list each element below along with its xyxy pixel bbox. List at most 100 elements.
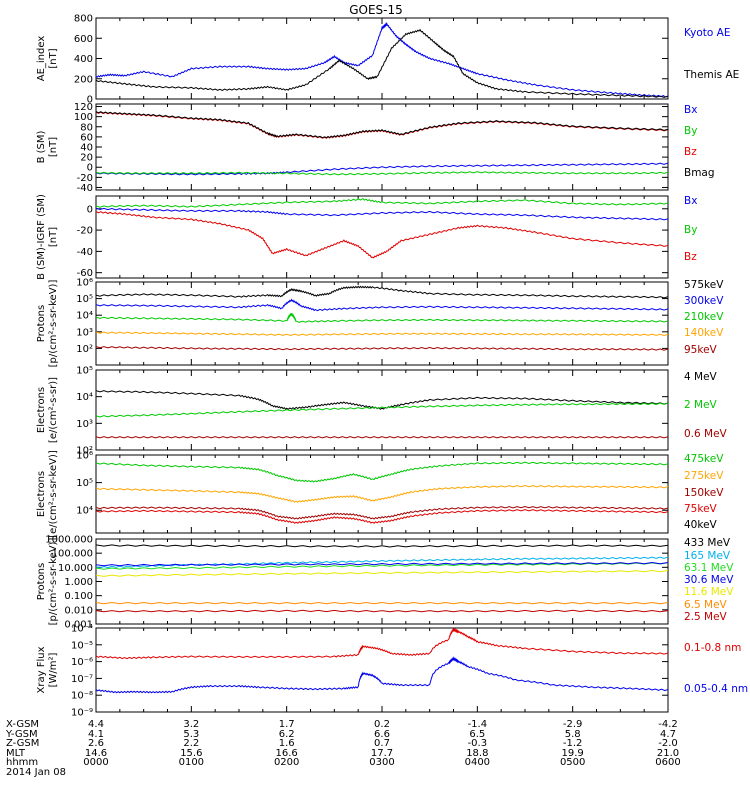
legend-electrons-mageds-1: 275keV	[684, 470, 724, 482]
ytick-label-electrons-epead: 10⁴	[76, 392, 93, 403]
legend-protons-eps-3: 30.6 MeV	[684, 574, 734, 586]
footer-cell: -4.2	[658, 719, 678, 730]
legend-ae-0: Kyoto AE	[684, 27, 730, 39]
panel-ae: 0 200 400 600 800 AE_index[nT] Kyoto AE Themis …	[36, 14, 739, 106]
ytick-label-xray: 10⁻⁸	[71, 691, 93, 702]
ytick-label-protons-eps: 0.010	[64, 605, 93, 616]
series-line-b-sm-2	[96, 111, 668, 139]
series-line-electrons-mageds-1	[96, 484, 668, 503]
footer-cell: 1.7	[279, 719, 295, 730]
series-line-electrons-epead-2	[96, 436, 668, 439]
series-line-protons-mageds-1	[96, 298, 668, 312]
legend-protons-eps-0: 433 MeV	[684, 537, 731, 549]
series-line-protons-mageds-3	[96, 331, 668, 337]
ytick-label-protons-eps: 1.000	[64, 577, 93, 588]
ytick-label-electrons-mageds: 10⁵	[76, 478, 93, 489]
series-line-protons-eps-0	[96, 544, 668, 548]
legend-protons-eps-6: 2.5 MeV	[684, 611, 728, 623]
footer-cell: 1.6	[279, 738, 295, 749]
footer-cell: 15.6	[180, 748, 202, 759]
footer-cell: 0300	[369, 757, 394, 768]
ytick-label-protons-eps: 0.100	[64, 591, 93, 602]
ylabel-protons-mageds: Protons[p/(cm²-s-sr-keV)]	[36, 280, 59, 368]
legend-ae-1: Themis AE	[683, 69, 739, 81]
ytick-label-xray: 10⁻⁹	[71, 708, 93, 719]
footer-cell: 2.2	[183, 738, 199, 749]
ytick-label-b-sm: 120	[74, 102, 93, 113]
series-line-protons-mageds-0	[96, 285, 668, 299]
footer-row-label: hhmm	[6, 757, 38, 768]
legend-electrons-epead-1: 2 MeV	[684, 399, 718, 411]
footer-cell: 4.7	[660, 729, 676, 740]
legend-protons-eps-5: 6.5 MeV	[684, 599, 728, 611]
series-line-b-igrf-2	[96, 210, 668, 259]
panel-xray: 10⁻⁹ 10⁻⁸ 10⁻⁷ 10⁻⁶ 10⁻⁵ 10⁻⁴ Xray Flux[W/m²] 0…	[36, 624, 748, 719]
ytick-label-electrons-mageds: 10⁴	[76, 506, 93, 517]
footer-cell: 0000	[83, 757, 108, 768]
footer-row-label: X-GSM	[6, 719, 39, 730]
footer-cell: -1.4	[468, 719, 488, 730]
series-line-protons-eps-1	[96, 556, 668, 569]
series-line-protons-eps-5	[96, 601, 668, 605]
footer-cell: 6.6	[374, 729, 390, 740]
series-line-b-sm-0	[96, 162, 668, 176]
footer-cell: 0200	[274, 757, 299, 768]
series-line-electrons-mageds-3	[96, 509, 668, 524]
series-line-xray-1	[96, 656, 668, 694]
ytick-label-b-igrf: -60	[77, 268, 93, 279]
panel-frame-b-igrf	[95, 195, 669, 279]
ylabel-electrons-mageds: Electrons[e/(cm²-s-sr-keV)]	[36, 450, 59, 538]
series-line-electrons-mageds-2	[96, 505, 668, 520]
series-line-b-igrf-0	[96, 207, 668, 221]
legend-b-igrf-0: Bx	[684, 195, 697, 207]
footer-date: 2014 Jan 08	[6, 767, 66, 778]
series-line-electrons-epead-1	[96, 402, 668, 418]
footer-cell: 0.2	[374, 719, 390, 730]
panel-frame-ae	[95, 17, 669, 100]
legend-protons-mageds-4: 95keV	[684, 344, 718, 356]
ytick-label-ae: 600	[74, 34, 93, 45]
ylabel-b-igrf: B (SM)-IGRF (SM)[nT]	[36, 194, 59, 280]
panel-b-igrf: -60 -40 -20 0 B (SM)-IGRF (SM)[nT] Bx By Bz	[36, 194, 697, 280]
ytick-label-electrons-mageds: 10⁶	[76, 451, 93, 462]
ytick-label-protons-eps: 0.001	[64, 620, 93, 631]
ytick-label-ae: 400	[74, 54, 93, 65]
series-line-electrons-mageds-0	[96, 461, 668, 483]
legend-protons-mageds-1: 300keV	[684, 295, 724, 307]
legend-protons-eps-2: 63.1 MeV	[684, 562, 734, 574]
footer-cell: 17.7	[371, 748, 393, 759]
series-line-protons-mageds-4	[96, 346, 668, 351]
series-line-electrons-epead-0	[96, 390, 668, 410]
footer-cell: 18.8	[466, 748, 488, 759]
legend-b-sm-3: Bmag	[684, 167, 715, 179]
series-line-b-sm-1	[96, 171, 668, 176]
footer-cell: 19.9	[562, 748, 584, 759]
footer-cell: -2.0	[658, 738, 678, 749]
footer-row-label: Z-GSM	[6, 738, 39, 749]
ytick-label-ae: 800	[74, 14, 93, 25]
legend-b-sm-2: Bz	[684, 146, 697, 158]
footer-cell: 0100	[179, 757, 204, 768]
legend-b-sm-1: By	[684, 125, 697, 137]
legend-protons-mageds-0: 575keV	[684, 279, 724, 291]
footer-cell: 0400	[465, 757, 490, 768]
panel-frame-b-sm	[95, 103, 669, 191]
ytick-label-b-sm: 40	[80, 143, 93, 154]
footer-cell: 0500	[560, 757, 585, 768]
panel-frame-xray	[95, 627, 669, 713]
ytick-label-protons-mageds: 10²	[76, 344, 93, 355]
footer-cell: 14.6	[85, 748, 107, 759]
ylabel-ae: AE_index[nT]	[36, 36, 59, 82]
footer-cell: 5.3	[183, 729, 199, 740]
footer-cell: 0.7	[374, 738, 390, 749]
ytick-label-xray: 10⁻⁷	[71, 674, 93, 685]
series-line-b-igrf-1	[96, 197, 668, 208]
ytick-label-b-igrf: -40	[77, 247, 93, 258]
legend-electrons-mageds-4: 40keV	[684, 519, 718, 531]
panel-frame-electrons-epead	[95, 369, 669, 451]
footer-row-label: MLT	[6, 748, 26, 759]
ytick-label-electrons-epead: 10⁵	[76, 366, 93, 377]
legend-b-igrf-1: By	[684, 224, 697, 236]
ytick-label-b-sm: 20	[80, 153, 93, 164]
